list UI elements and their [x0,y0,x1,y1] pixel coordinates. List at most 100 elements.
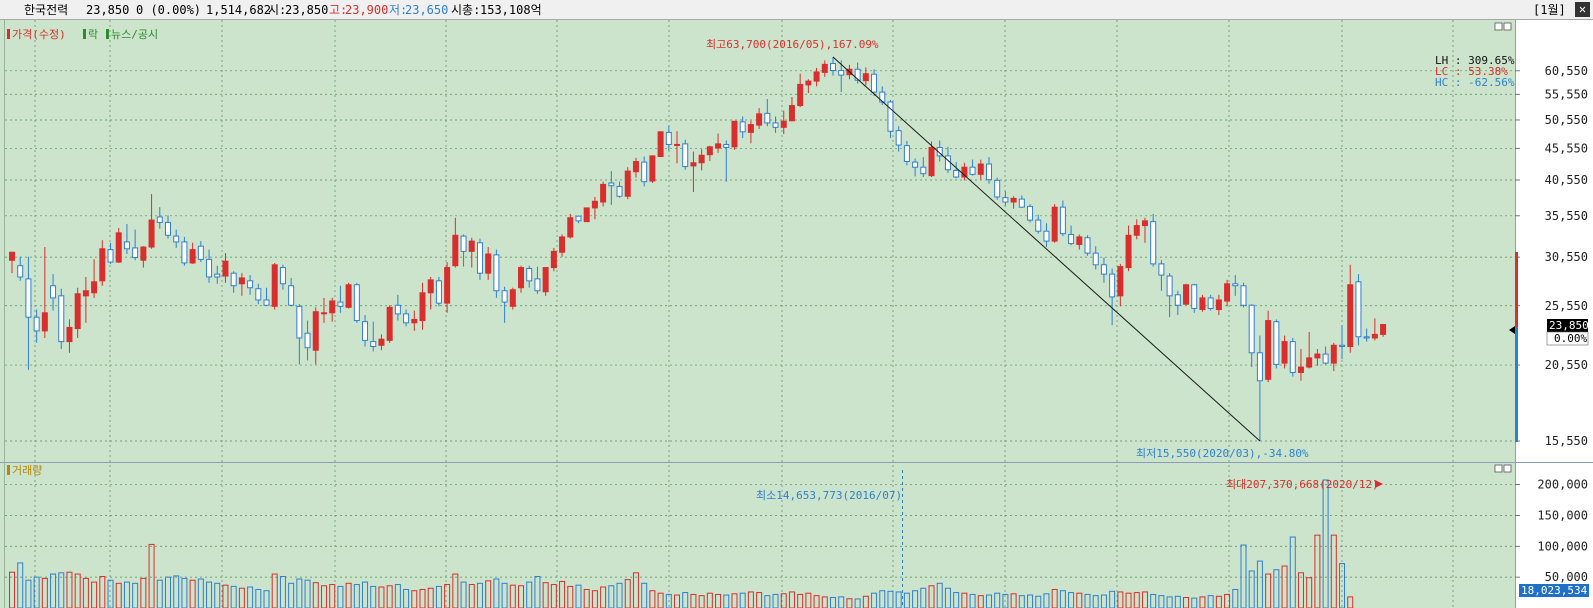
open-label: 시: [268,3,287,17]
candle [772,116,779,133]
candle-body [838,70,845,76]
volume-bar [706,592,713,608]
volume-bar [66,571,73,608]
candle [895,126,902,152]
volume-bar [288,582,295,608]
candle [550,247,557,272]
candle-body [567,217,574,238]
current-price-tag: 23,850 [1549,319,1589,332]
volume-bar [33,576,40,608]
candle [1141,217,1148,243]
candle [739,116,746,139]
candle-body [435,280,442,304]
candle-body [739,121,746,133]
candle [1224,279,1231,307]
candle [690,151,697,193]
candle [345,282,352,309]
candle [821,60,828,77]
volume-bar [9,571,15,608]
candle-body [485,253,492,274]
candle-body [526,267,533,282]
candle [1289,337,1296,377]
legend-volume[interactable]: 거래량 [12,464,42,477]
candle [452,217,459,268]
candle [1355,274,1362,346]
low-label: 저: [389,3,408,17]
mktcap-value: 153,108억 [480,3,542,17]
volume-bar [961,592,968,608]
candle-body [222,260,229,277]
volume-bar [312,582,319,608]
candle [189,242,196,264]
volume-close-icon[interactable] [1503,464,1512,473]
candle-body [1363,336,1370,339]
candle [386,305,393,343]
close-icon[interactable]: ✕ [1575,2,1590,17]
grid-lines [5,20,1515,608]
volume-bar [501,582,508,608]
candle-body [304,332,311,349]
candle-body [1059,206,1066,235]
candle [123,223,130,255]
candle [641,156,648,187]
high-value: 23,900 [345,3,389,17]
candle [353,282,360,323]
candle [591,196,598,220]
candle-body [82,290,89,297]
candle [977,159,984,180]
trend-line[interactable] [832,56,1261,442]
minimize-icon[interactable] [1494,22,1503,31]
volume-minimize-icon[interactable] [1494,464,1503,473]
stat-hc: HC : -62.56% [1435,76,1515,89]
candle [1273,319,1280,369]
volume-bar [435,585,442,608]
candle-body [1224,283,1231,302]
current-price: 23,850 [86,3,130,17]
candle [1150,213,1157,267]
candle-body [1125,234,1132,269]
candle-body [1018,198,1025,208]
candle-body [632,160,639,173]
candle [657,131,664,158]
candle-body [288,285,295,306]
volume-bar [936,582,943,608]
candle [247,275,254,295]
volume-bar [1207,595,1214,608]
volume-bar [550,584,557,608]
current-price-tag-bg [1547,319,1588,332]
candle [411,310,418,331]
candle-body [559,236,566,253]
candle-body [1002,197,1009,203]
candle-body [501,290,508,303]
legend-price[interactable]: 가격(수정) [12,28,66,41]
candle-body [550,250,557,269]
panel-close-icon[interactable] [1503,22,1512,31]
candle-body [41,312,48,332]
open-value: 23,850 [285,3,329,17]
candle-body [320,312,327,315]
candle-body [747,124,754,133]
legend-rights[interactable]: 락 [88,28,98,41]
volume-bar [600,586,607,608]
candle-body [214,273,221,278]
candle [222,253,229,283]
range-stats: LH : 309.65% LC : 53.38% HC : -62.56% [1435,54,1515,89]
candle-body [247,280,254,289]
candle [797,73,804,108]
candle [132,229,139,261]
period-selector[interactable]: [1월] [1533,3,1566,17]
candle-body [600,183,607,203]
min-volume-annotation: 최소14,653,773(2016/07) [756,489,902,502]
candle-body [583,207,590,223]
candle [378,334,385,351]
legend-swatch-rights [83,29,86,39]
candle-body [1150,221,1157,265]
volume-legend: 거래량 [7,464,42,477]
candle [567,213,574,239]
current-volume-tag: 18,023,534 [1521,584,1588,597]
candle [181,236,188,266]
volume-bar [674,594,681,608]
volume-bar [1125,592,1132,608]
legend-news[interactable]: 뉴스/공시 [111,28,158,41]
candle [362,314,369,347]
